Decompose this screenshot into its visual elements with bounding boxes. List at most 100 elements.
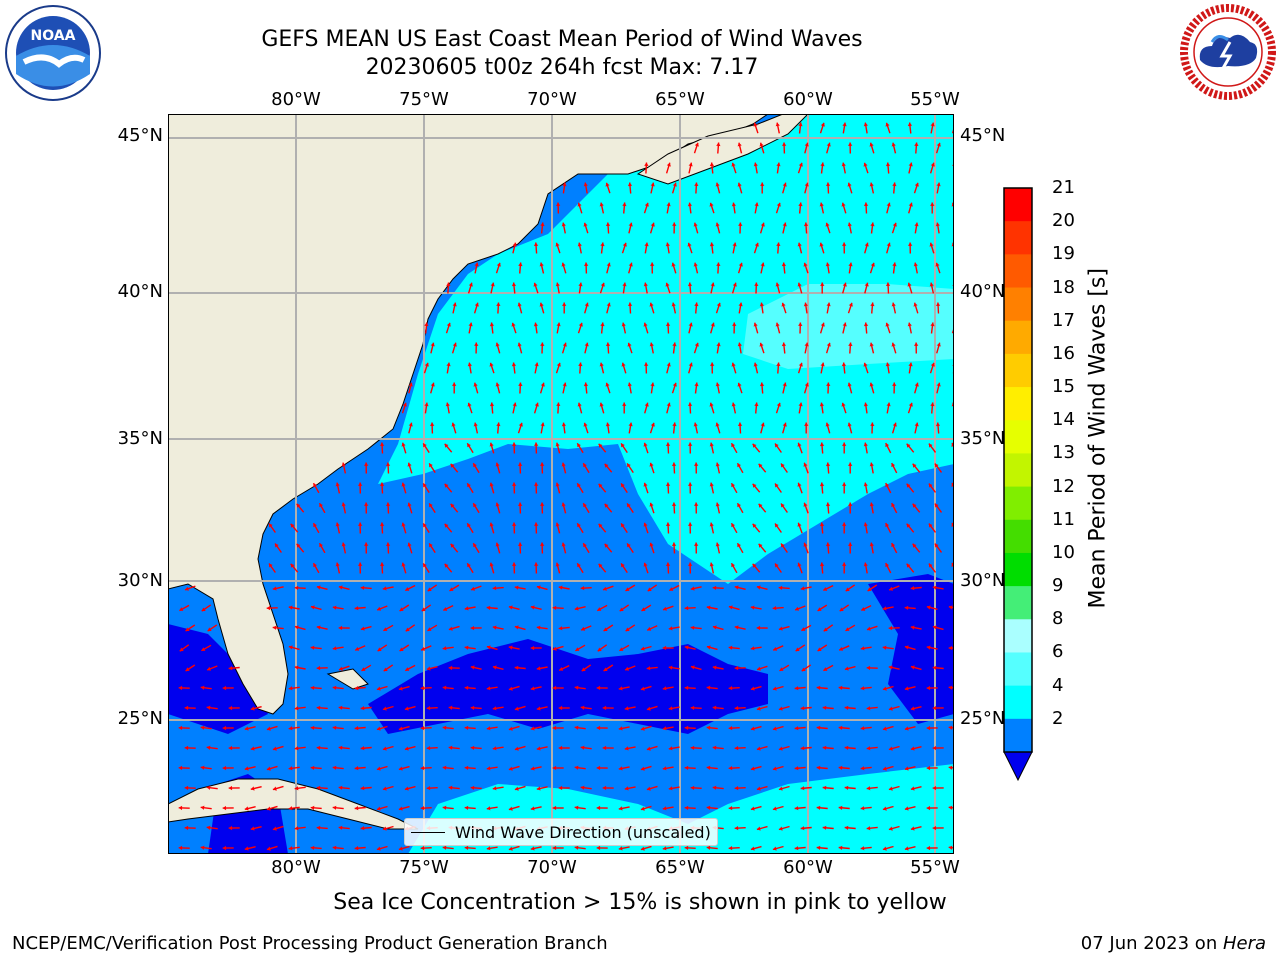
chart-subtitle: 20230605 t00z 264h fcst Max: 7.17 — [365, 55, 759, 80]
wave-direction-arrowhead — [778, 786, 783, 791]
wave-direction-arrowhead — [756, 625, 761, 631]
wave-direction-arrowhead — [179, 607, 184, 611]
colorbar-swatch — [1004, 188, 1032, 222]
wave-direction-arrowhead — [800, 826, 805, 831]
wave-direction-arrowhead — [468, 322, 473, 327]
wave-direction-arrowhead — [467, 523, 471, 528]
wave-direction-arrowhead — [517, 302, 522, 307]
colorbar-tick-label: 9 — [1052, 575, 1064, 597]
wave-direction-arrowhead — [316, 745, 321, 750]
wave-direction-arrowhead — [420, 846, 425, 851]
wave-direction-arrowhead — [574, 805, 579, 810]
wave-direction-arrowhead — [598, 443, 603, 448]
wave-direction-arrowhead — [910, 586, 915, 591]
lat-tick-left: 35°N — [117, 428, 163, 449]
wave-direction-arrowhead — [430, 422, 435, 426]
wave-direction-arrowhead — [468, 282, 473, 287]
wave-direction-arrowhead — [712, 745, 717, 750]
wave-direction-arrowhead — [665, 522, 671, 526]
wave-direction-arrowhead — [728, 605, 733, 610]
wave-direction-arrowhead — [731, 523, 735, 528]
wave-direction-arrowhead — [421, 646, 426, 651]
wave-direction-arrowhead — [575, 647, 580, 651]
wave-direction-arrowhead — [452, 302, 457, 307]
wave-direction-arrowhead — [910, 826, 915, 831]
wave-direction-arrowhead — [694, 542, 699, 546]
wave-direction-arrowhead — [628, 302, 633, 306]
wave-direction-arrowhead — [619, 607, 624, 612]
wave-direction-arrowhead — [490, 282, 495, 287]
wave-direction-arrowhead — [424, 402, 429, 407]
wave-direction-arrowhead — [442, 725, 447, 730]
ocean-under-2s-region — [368, 639, 768, 734]
wave-direction-arrowhead — [694, 182, 699, 186]
footer-date: 07 Jun 2023 on — [1080, 933, 1223, 954]
wave-direction-arrowhead — [628, 422, 633, 427]
wave-direction-arrowhead — [574, 685, 579, 690]
wave-direction-arrowhead — [754, 282, 759, 286]
wave-direction-arrowhead — [716, 262, 721, 266]
wave-direction-arrowhead — [517, 342, 522, 347]
wave-direction-arrowhead — [904, 686, 909, 691]
wave-direction-arrowhead — [420, 766, 425, 771]
wave-direction-arrowhead — [662, 806, 667, 811]
colorbar-swatch — [1004, 652, 1032, 687]
wave-direction-arrowhead — [847, 382, 852, 387]
wave-direction-arrowhead — [540, 342, 545, 346]
wave-direction-arrowhead — [797, 482, 802, 487]
wave-direction-arrowhead — [338, 745, 343, 750]
wave-direction-arrowhead — [426, 666, 431, 671]
wave-direction-arrowhead — [926, 805, 931, 811]
land-cuba — [167, 778, 419, 830]
wave-direction-arrowhead — [514, 706, 519, 711]
wave-direction-arrowhead — [728, 806, 733, 811]
wave-direction-arrowhead — [474, 262, 479, 267]
wave-direction-arrowhead — [486, 806, 491, 811]
wave-direction-arrowhead — [540, 542, 545, 546]
wave-direction-arrowhead — [912, 463, 917, 468]
wave-direction-arrowhead — [358, 522, 363, 526]
wave-direction-arrowhead — [534, 402, 539, 407]
wave-direction-arrowhead — [882, 606, 887, 611]
wave-direction-arrowhead — [228, 825, 233, 831]
wave-direction-arrowhead — [842, 122, 847, 127]
wave-direction-arrowhead — [781, 503, 785, 508]
wave-direction-arrowhead — [627, 342, 632, 347]
wave-direction-arrowhead — [715, 502, 720, 507]
wave-direction-arrowhead — [778, 706, 783, 711]
wave-direction-arrowhead — [712, 665, 717, 670]
wave-direction-arrowhead — [650, 222, 655, 227]
wave-direction-arrowhead — [562, 342, 567, 347]
wave-direction-arrowhead — [530, 605, 535, 610]
wave-direction-arrowhead — [888, 665, 893, 670]
wave-direction-arrowhead — [222, 845, 227, 851]
wave-direction-arrowhead — [360, 585, 365, 590]
wave-direction-arrowhead — [710, 362, 715, 366]
wave-direction-arrowhead — [446, 322, 451, 327]
wave-direction-arrowhead — [731, 162, 736, 167]
wave-direction-arrowhead — [584, 302, 589, 307]
wave-direction-arrowhead — [688, 162, 693, 167]
wave-direction-arrowhead — [694, 382, 699, 387]
wave-direction-arrowhead — [332, 646, 337, 651]
wave-direction-arrowhead — [781, 543, 785, 548]
wave-direction-arrowhead — [775, 563, 779, 568]
wave-direction-arrowhead — [709, 482, 714, 487]
wave-direction-arrowhead — [737, 503, 741, 508]
wave-direction-arrowhead — [332, 685, 337, 690]
legend-line-icon — [411, 831, 445, 833]
lat-tick-left: 40°N — [117, 281, 163, 302]
wave-direction-arrowhead — [823, 587, 828, 591]
wave-direction-arrowhead — [803, 222, 809, 227]
wave-direction-arrowhead — [781, 342, 787, 347]
wave-direction-arrowhead — [470, 785, 475, 790]
wave-direction-arrowhead — [737, 463, 741, 468]
wave-direction-arrowhead — [508, 766, 513, 771]
wave-direction-arrowhead — [948, 845, 953, 850]
wave-direction-arrowhead — [869, 502, 874, 507]
wave-direction-arrowhead — [908, 362, 913, 367]
wave-direction-arrowhead — [643, 482, 648, 487]
wave-direction-arrowhead — [948, 765, 953, 770]
wave-direction-arrowhead — [536, 585, 541, 590]
wave-direction-arrowhead — [752, 483, 757, 488]
